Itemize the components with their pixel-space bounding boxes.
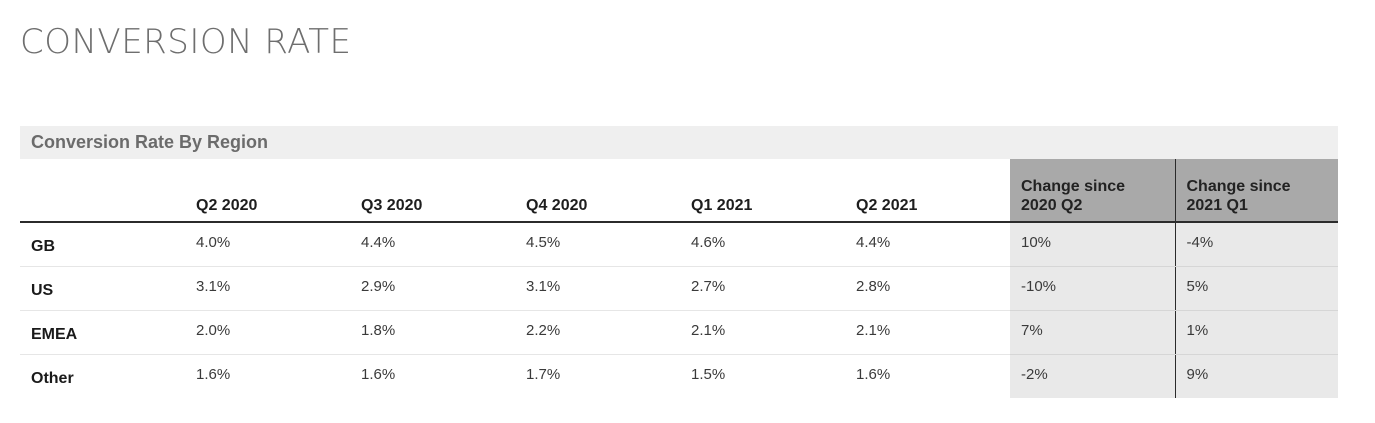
table-cell: 4.5% <box>515 222 680 267</box>
column-header-line: Change since <box>1186 178 1291 195</box>
column-header-q4-2020: Q4 2020 <box>515 159 680 223</box>
table-cell: 2.1% <box>680 310 845 355</box>
table-cell: 4.4% <box>350 222 515 267</box>
change-cell: -4% <box>1175 222 1338 267</box>
table-cell: 1.8% <box>350 310 515 355</box>
table-cell: 1.5% <box>691 366 726 383</box>
change-cell: -2% <box>1010 354 1176 398</box>
table-cell: 1.6% <box>196 366 231 383</box>
table-cell: 2.1% <box>845 310 1010 355</box>
row-label: US <box>20 266 185 311</box>
table-cell: 2.2% <box>515 310 680 355</box>
table-row: GB 4.0% 4.4% 4.5% 4.6% 4.4% 10% -4% <box>20 222 1338 267</box>
column-header-region <box>20 159 185 223</box>
row-label: GB <box>20 222 185 267</box>
change-cell: -10% <box>1010 266 1176 311</box>
column-header-q2-2021: Q2 2021 <box>845 159 1010 223</box>
table-row: US 3.1% 2.9% 3.1% 2.7% 2.8% -10% 5% <box>20 266 1338 311</box>
column-header-change-since-2021-q1: Change since 2021 Q1 <box>1175 159 1338 223</box>
column-header-line: 2020 Q2 <box>1021 197 1083 214</box>
table-cell: 3.1% <box>515 266 680 311</box>
row-label: EMEA <box>20 310 185 355</box>
table-cell: 2.7% <box>680 266 845 311</box>
change-cell: 5% <box>1175 266 1338 311</box>
table-cell: 2.8% <box>845 266 1010 311</box>
change-cell: 9% <box>1175 354 1338 398</box>
conversion-rate-table: Conversion Rate By Region Q2 2020 Q3 202… <box>20 126 1338 398</box>
table-row: Other 1.6% 1.6% 1.7% 1.5% 1.6% -2% 9% <box>20 354 1338 398</box>
column-header-change-since-2020-q2: Change since 2020 Q2 <box>1010 159 1176 223</box>
column-header-line: Change since <box>1021 178 1126 195</box>
data-table: Q2 2020 Q3 2020 Q4 2020 Q1 2021 Q2 2021 … <box>20 159 1338 398</box>
change-cell: 1% <box>1175 310 1338 355</box>
column-header-q3-2020: Q3 2020 <box>350 159 515 223</box>
table-cell: 2.0% <box>185 310 350 355</box>
table-cell: 3.1% <box>185 266 350 311</box>
table-cell: 4.4% <box>845 222 1010 267</box>
column-header-q1-2021: Q1 2021 <box>680 159 845 223</box>
column-header-q2-2020: Q2 2020 <box>185 159 350 223</box>
table-row: EMEA 2.0% 1.8% 2.2% 2.1% 2.1% 7% 1% <box>20 310 1338 355</box>
page-title: CONVERSION RATE <box>20 22 352 62</box>
table-cell: 4.6% <box>680 222 845 267</box>
change-cell: 7% <box>1010 310 1176 355</box>
table-header-row: Q2 2020 Q3 2020 Q4 2020 Q1 2021 Q2 2021 … <box>20 159 1338 223</box>
table-cell: 1.7% <box>526 366 561 383</box>
table-title: Conversion Rate By Region <box>20 126 1338 159</box>
table-cell: 2.9% <box>350 266 515 311</box>
table-cell: 1.6% <box>856 366 891 383</box>
row-label: Other <box>31 369 74 387</box>
change-cell: 10% <box>1010 222 1176 267</box>
column-header-line: 2021 Q1 <box>1186 197 1248 214</box>
table-cell: 4.0% <box>185 222 350 267</box>
table-cell: 1.6% <box>361 366 396 383</box>
